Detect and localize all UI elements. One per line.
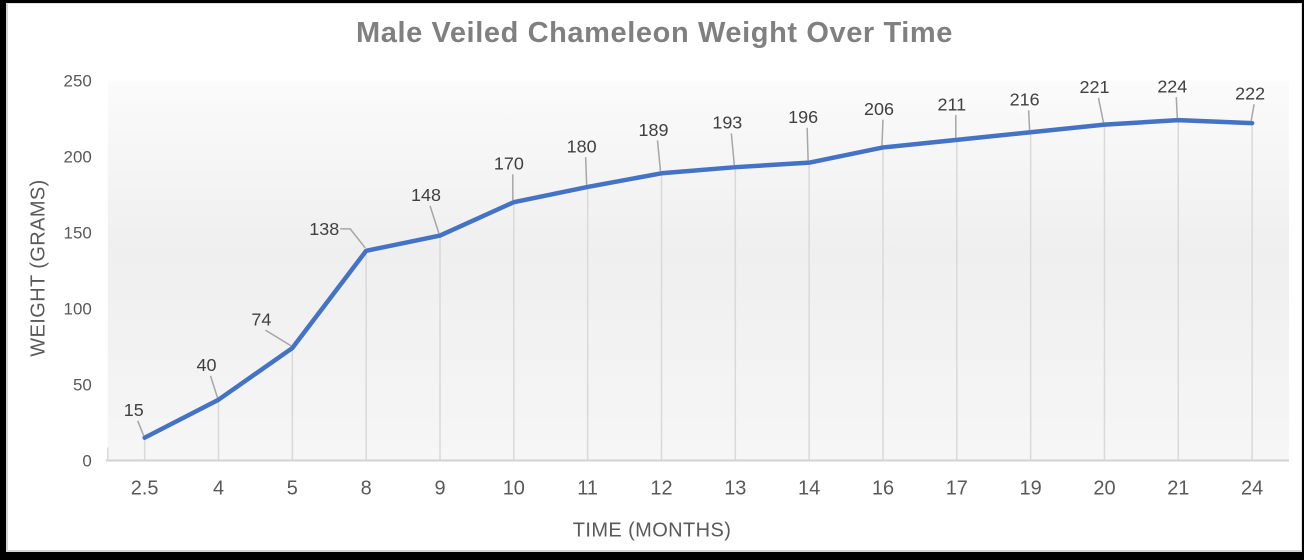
data-point-label: 40 <box>197 355 217 375</box>
y-tick-label: 50 <box>73 375 92 394</box>
x-tick-label: 8 <box>361 477 372 499</box>
data-label-leader <box>429 205 440 234</box>
data-point-label: 216 <box>1010 90 1040 110</box>
data-label-leader <box>265 329 292 347</box>
data-label-leader <box>340 228 366 249</box>
data-point-label: 193 <box>712 113 742 133</box>
x-tick-label: 5 <box>287 477 298 499</box>
y-tick-label: 200 <box>64 148 92 167</box>
x-tick-label: 13 <box>724 477 746 499</box>
x-tick-label: 19 <box>1020 477 1042 499</box>
data-label-leader <box>806 127 809 161</box>
x-tick-label: 24 <box>1241 477 1263 499</box>
plot-area <box>107 80 1290 461</box>
x-tick-label: 2.5 <box>131 477 159 499</box>
data-point-label: 148 <box>411 185 441 205</box>
x-tick-label: 11 <box>577 477 598 499</box>
data-label-leader <box>209 375 219 398</box>
data-label-leader <box>1250 104 1255 122</box>
x-tick-label: 4 <box>213 477 224 499</box>
data-point-label: 189 <box>639 120 669 140</box>
data-point-label: 211 <box>937 94 966 114</box>
data-label-leader <box>137 420 145 436</box>
data-label-leader <box>584 157 588 185</box>
data-point-label: 222 <box>1235 84 1265 104</box>
x-tick-label: 16 <box>872 477 894 499</box>
x-tick-label: 20 <box>1093 477 1115 499</box>
data-label-leader <box>1027 110 1031 131</box>
data-point-label: 224 <box>1157 77 1187 97</box>
x-tick-label: 21 <box>1167 477 1189 499</box>
data-label-leader <box>730 133 736 166</box>
data-point-label: 221 <box>1080 77 1110 97</box>
data-label-leader <box>1175 97 1179 119</box>
x-tick-label: 10 <box>503 477 525 499</box>
data-point-label: 74 <box>251 309 271 329</box>
x-axis-title: TIME (MONTHS) <box>572 519 732 542</box>
x-tick-label: 14 <box>798 477 820 499</box>
y-tick-label: 100 <box>64 299 92 318</box>
data-point-label: 180 <box>567 136 597 156</box>
weight-series-line <box>142 117 1255 440</box>
data-point-label: 170 <box>494 154 524 174</box>
data-point-label: 196 <box>788 107 818 127</box>
x-tick-label: 17 <box>946 477 968 499</box>
y-tick-label: 250 <box>64 72 92 91</box>
data-point-label: 138 <box>309 219 339 239</box>
x-tick-label: 12 <box>650 477 672 499</box>
data-point-label: 15 <box>124 400 144 420</box>
data-label-leader <box>1097 97 1105 123</box>
y-tick-label: 0 <box>82 451 91 470</box>
x-tick-label: 9 <box>434 477 445 499</box>
y-tick-label: 150 <box>64 223 92 242</box>
data-point-label: 206 <box>864 99 894 119</box>
chart-canvas: Male Veiled Chameleon Weight Over Time W… <box>6 3 1302 552</box>
data-label-leader <box>881 119 884 146</box>
data-label-leader <box>656 140 662 172</box>
chart-title: Male Veiled Chameleon Weight Over Time <box>355 17 954 49</box>
